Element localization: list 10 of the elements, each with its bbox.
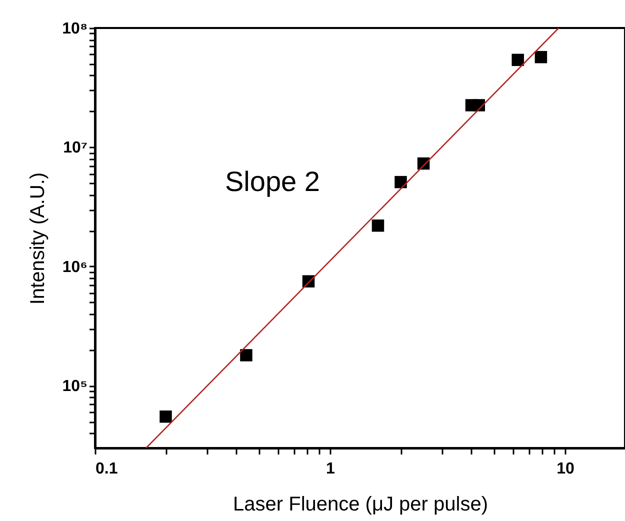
y-tick-label: 10⁵ <box>62 378 88 396</box>
x-tick-label: 0.1 <box>96 460 118 478</box>
x-tick-label: 10 <box>556 460 575 478</box>
y-tick-label: 10⁸ <box>62 20 88 38</box>
x-axis-title: Laser Fluence (μJ per pulse) <box>233 494 488 516</box>
x-tick-label: 1 <box>326 460 336 478</box>
y-axis-title: Intensity (A.U.) <box>27 172 50 305</box>
y-tick-label: 10⁷ <box>63 140 88 157</box>
y-tick-label: 10⁶ <box>62 258 88 276</box>
annotation: Slope 2 <box>225 166 320 197</box>
